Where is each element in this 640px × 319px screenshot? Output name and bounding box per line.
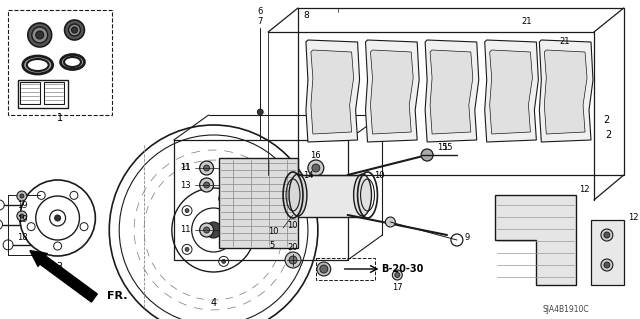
- Text: 12: 12: [579, 186, 589, 195]
- Text: 20: 20: [288, 243, 298, 253]
- Text: 18: 18: [17, 234, 28, 242]
- Circle shape: [185, 209, 189, 212]
- Polygon shape: [495, 195, 576, 285]
- Text: FR.: FR.: [108, 291, 128, 301]
- Text: 4: 4: [211, 298, 216, 308]
- FancyArrow shape: [30, 250, 97, 302]
- Text: 19: 19: [17, 216, 28, 225]
- Polygon shape: [311, 50, 354, 134]
- Circle shape: [221, 259, 226, 263]
- Text: 10: 10: [374, 170, 385, 180]
- Circle shape: [320, 265, 328, 273]
- Circle shape: [289, 256, 297, 264]
- Circle shape: [32, 27, 47, 43]
- Text: 17: 17: [392, 283, 403, 292]
- Text: 2: 2: [605, 130, 611, 140]
- Text: 15: 15: [436, 144, 447, 152]
- Text: 5: 5: [269, 241, 275, 250]
- Text: 11: 11: [180, 164, 191, 173]
- Ellipse shape: [27, 59, 49, 71]
- Text: 2: 2: [603, 115, 609, 125]
- Polygon shape: [490, 50, 532, 134]
- Circle shape: [601, 259, 613, 271]
- Circle shape: [257, 109, 263, 115]
- Text: 8: 8: [303, 11, 308, 19]
- Bar: [316, 258, 376, 280]
- Circle shape: [244, 228, 248, 232]
- Bar: [18, 80, 68, 108]
- Circle shape: [312, 164, 320, 172]
- Circle shape: [20, 214, 24, 218]
- Circle shape: [317, 262, 331, 276]
- Text: 9: 9: [464, 234, 470, 242]
- Ellipse shape: [289, 174, 307, 216]
- Circle shape: [200, 161, 214, 175]
- Polygon shape: [306, 40, 360, 142]
- Circle shape: [17, 211, 27, 221]
- Polygon shape: [591, 220, 624, 285]
- Circle shape: [204, 227, 209, 233]
- Bar: [298, 175, 362, 217]
- Text: 3: 3: [56, 262, 63, 272]
- Polygon shape: [430, 50, 473, 134]
- Circle shape: [395, 272, 400, 278]
- Text: 12: 12: [628, 213, 638, 222]
- Text: 13: 13: [180, 181, 191, 189]
- Polygon shape: [540, 40, 593, 142]
- Text: 19: 19: [17, 201, 28, 210]
- Circle shape: [200, 178, 214, 192]
- Text: 6: 6: [257, 8, 263, 17]
- Text: 21: 21: [521, 18, 532, 26]
- Circle shape: [285, 252, 301, 268]
- Circle shape: [204, 182, 209, 188]
- Text: 11: 11: [180, 226, 191, 234]
- Circle shape: [65, 20, 84, 40]
- Text: 7: 7: [257, 18, 263, 26]
- Circle shape: [604, 262, 610, 268]
- Circle shape: [205, 222, 221, 238]
- Text: B-20-30: B-20-30: [381, 264, 424, 274]
- Circle shape: [20, 194, 24, 198]
- Text: 10: 10: [268, 227, 278, 236]
- Circle shape: [72, 27, 77, 33]
- Bar: [8, 10, 112, 115]
- Polygon shape: [371, 50, 413, 134]
- Circle shape: [604, 232, 610, 238]
- Text: 21: 21: [559, 38, 570, 47]
- Polygon shape: [544, 50, 587, 134]
- Text: 10: 10: [287, 220, 297, 229]
- Circle shape: [204, 165, 209, 171]
- Ellipse shape: [61, 55, 84, 70]
- Text: 11: 11: [180, 164, 191, 173]
- Circle shape: [392, 270, 403, 280]
- Circle shape: [601, 229, 613, 241]
- Bar: [218, 158, 298, 248]
- Circle shape: [385, 217, 396, 227]
- Ellipse shape: [354, 174, 371, 216]
- Circle shape: [308, 160, 324, 176]
- Circle shape: [54, 215, 61, 221]
- Text: 14: 14: [303, 170, 313, 180]
- Text: SJA4B1910C: SJA4B1910C: [543, 306, 589, 315]
- Ellipse shape: [23, 56, 52, 74]
- Text: 16: 16: [310, 152, 321, 160]
- Ellipse shape: [64, 57, 81, 67]
- Bar: [20, 82, 40, 104]
- Circle shape: [185, 248, 189, 251]
- Polygon shape: [365, 40, 419, 142]
- Circle shape: [28, 23, 52, 47]
- Circle shape: [200, 223, 214, 237]
- Circle shape: [17, 191, 27, 201]
- Bar: [44, 82, 63, 104]
- Polygon shape: [484, 40, 538, 142]
- Circle shape: [421, 149, 433, 161]
- Polygon shape: [425, 40, 479, 142]
- Text: 15: 15: [442, 144, 452, 152]
- Text: 1: 1: [56, 113, 63, 123]
- Circle shape: [36, 31, 44, 39]
- Circle shape: [221, 197, 226, 201]
- Circle shape: [68, 24, 81, 36]
